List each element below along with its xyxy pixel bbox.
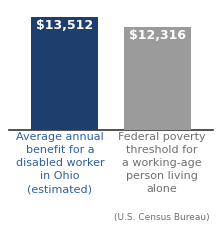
Text: $13,512: $13,512 [36,20,93,32]
Text: Federal poverty
threshold for
a working-age
person living
alone: Federal poverty threshold for a working-… [118,132,206,194]
Text: $12,316: $12,316 [129,30,186,42]
Bar [31,17,98,130]
Bar [124,27,191,130]
Text: Average annual
benefit for a
disabled worker
in Ohio
(estimated): Average annual benefit for a disabled wo… [16,132,104,194]
Text: (U.S. Census Bureau): (U.S. Census Bureau) [114,212,210,222]
